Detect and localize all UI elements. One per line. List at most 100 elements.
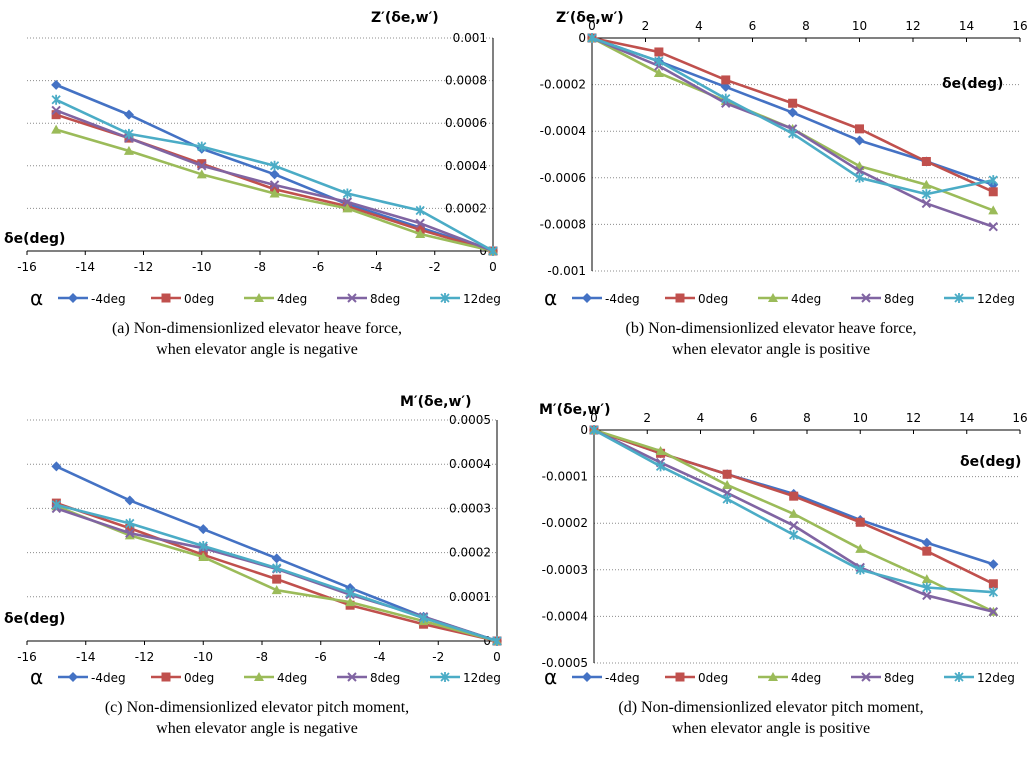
chart-b-data-point [988, 175, 998, 186]
chart-b-data-point [654, 47, 664, 57]
chart-c-xtick-label: -4 [374, 650, 386, 664]
chart-b-data-point [587, 33, 597, 43]
chart-a-data-point [51, 110, 61, 120]
chart-d-data-point [921, 537, 932, 548]
chart-b-ytick-label: -0.0006 [540, 171, 586, 185]
chart-d-data-point [722, 469, 732, 479]
chart-a-data-point [269, 188, 280, 198]
chart-a-caption-line-1: (a) Non-dimensionlized elevator heave fo… [111, 320, 403, 337]
chart-b-data-point [988, 222, 998, 232]
legend-swatch-marker [68, 672, 78, 682]
chart-c-caption: (c) Non-dimensionlized elevator pitch mo… [0, 697, 514, 739]
legend-swatch-marker [861, 672, 871, 682]
chart-c-data-point [492, 636, 502, 646]
chart-d-legend: α -4deg 0deg 4deg 8deg 12deg [544, 665, 1015, 689]
chart-d-data-point [921, 574, 932, 584]
chart-c-ytick-label: 0.0005 [449, 413, 491, 427]
chart-b-data-point [854, 135, 865, 146]
chart-d-data-point [922, 546, 932, 556]
chart-a-svg: 0 0.0002 0.0004 0.0006 0.0008 0.001 -16 -14 -12 -… [4, 10, 501, 310]
chart-a-data-point [124, 128, 134, 139]
chart-b-data-point [854, 166, 865, 176]
legend-alpha-symbol: α [544, 286, 557, 310]
chart-b-data-point [921, 156, 931, 166]
chart-d-caption-line-1: (d) Non-dimensionlized elevator pitch mo… [618, 699, 924, 716]
legend-entry-label: -4deg [91, 292, 126, 306]
legend-swatch-marker [254, 293, 264, 302]
chart-a-ytick-label: 0.0008 [445, 74, 487, 88]
legend-swatch-marker [440, 293, 450, 303]
chart-a-data-point [123, 145, 134, 155]
chart-d-xtick-label: 12 [906, 411, 921, 425]
chart-d-data-point [655, 461, 666, 472]
chart-a-data-point [197, 141, 207, 152]
chart-d-data-point [855, 517, 865, 527]
chart-c-data-point [345, 587, 355, 598]
chart-d-data-point [988, 587, 999, 598]
legend-alpha-symbol: α [30, 665, 43, 689]
chart-a-xlabel: δe(deg) [4, 231, 65, 247]
chart-b-data-point [787, 107, 798, 118]
chart-c-data-point [125, 518, 135, 529]
chart-c-data-point [51, 499, 62, 510]
chart-c-ytick-label: 0.0001 [449, 590, 491, 604]
chart-c-series-4deg [51, 501, 502, 645]
chart-c-xtick-label: 0 [493, 650, 501, 664]
legend-swatch-marker [254, 672, 264, 681]
chart-a-caption-line-2: when elevator angle is negative [156, 341, 358, 358]
chart-b-xtick-label: 16 [1012, 19, 1027, 33]
chart-c-xlabel: δe(deg) [4, 611, 65, 627]
chart-b-xlabel: δe(deg) [942, 76, 1003, 92]
legend-entry-label: 8deg [884, 671, 914, 685]
legend-entry-label: -4deg [91, 671, 126, 685]
chart-a-xtick-label: -2 [429, 260, 441, 274]
chart-a-data-point [197, 159, 207, 169]
chart-c-ytick-label: 0.0003 [449, 501, 491, 515]
chart-b-caption-line-1: (b) Non-dimensionlized elevator heave fo… [625, 320, 917, 337]
chart-c-data-point [198, 552, 209, 562]
chart-a-data-point [415, 228, 426, 238]
legend-swatch-marker [768, 672, 778, 681]
legend-entry-label: 4deg [277, 671, 307, 685]
chart-c-data-point [345, 597, 356, 607]
chart-b-caption-line-2: when elevator angle is positive [671, 341, 871, 358]
chart-d-series-0deg [589, 425, 998, 589]
chart-d-caption: (d) Non-dimensionlized elevator pitch mo… [514, 697, 1028, 739]
chart-b-legend: α -4deg 0deg 4deg 8deg 12deg [544, 286, 1015, 310]
chart-a-data-point [123, 109, 134, 120]
chart-a-xtick-label: -6 [312, 260, 324, 274]
chart-c-caption-line-1: (c) Non-dimensionlized elevator pitch mo… [104, 699, 410, 716]
chart-d-xtick-label: 2 [643, 411, 651, 425]
chart-panel-d: 0 -0.0001 -0.0002 -0.0003 -0.0004 -0.0005 0 2 4 6… [514, 379, 1028, 758]
chart-b-ytick-label: -0.0004 [540, 124, 586, 138]
chart-d-data-point [855, 564, 865, 575]
chart-c-data-point [124, 530, 135, 540]
chart-b-data-point [788, 98, 798, 108]
chart-b-data-point [921, 189, 932, 200]
chart-b-series-12deg [587, 33, 998, 200]
chart-a-data-point [197, 161, 207, 171]
legend-swatch-marker [582, 672, 592, 682]
chart-b-xtick-label: 14 [959, 19, 974, 33]
legend-swatch-marker [440, 672, 450, 682]
legend-entry-label: 8deg [370, 671, 400, 685]
chart-b-xtick-label: 4 [695, 19, 703, 33]
chart-b-data-point [921, 198, 932, 209]
chart-c-xtick-label: -16 [17, 650, 37, 664]
chart-d-data-point [589, 425, 599, 435]
chart-d-xlabel: δe(deg) [960, 454, 1021, 470]
chart-d-xtick-label: 0 [590, 411, 598, 425]
chart-a-data-point [415, 218, 425, 229]
chart-d-series-line [593, 428, 994, 613]
chart-a-ytick-label: 0.0004 [445, 159, 487, 173]
chart-b-caption: (b) Non-dimensionlized elevator heave fo… [514, 318, 1028, 360]
chart-c-data-point [418, 613, 429, 624]
chart-b-xtick-label: 8 [802, 19, 810, 33]
chart-c-xtick-label: -6 [315, 650, 327, 664]
chart-c-xtick-label: -10 [193, 650, 213, 664]
chart-d-ylabel: M′(δe,w′) [539, 402, 610, 418]
chart-b-data-point [855, 124, 864, 134]
chart-a-data-point [51, 94, 61, 105]
chart-c-data-point [124, 495, 135, 506]
chart-a-legend: α -4deg 0deg 4deg 8deg 12deg [30, 286, 501, 310]
